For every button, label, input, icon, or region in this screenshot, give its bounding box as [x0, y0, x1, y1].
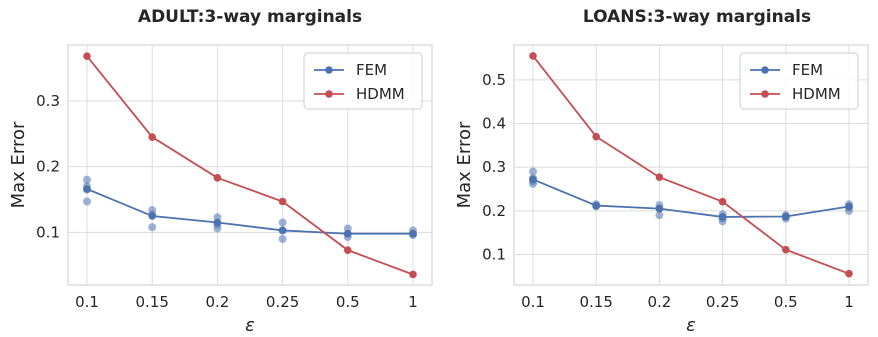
- x-tick-label: 0.2: [647, 293, 671, 311]
- x-tick-label: 1: [844, 293, 854, 311]
- legend-marker: [325, 66, 333, 74]
- x-tick-label: 0.5: [336, 293, 360, 311]
- y-tick-label: 0.3: [36, 92, 60, 110]
- y-tick-label: 0.2: [482, 202, 506, 220]
- x-tick-label: 1: [408, 293, 418, 311]
- series-marker-fem: [782, 212, 790, 221]
- scatter-point: [83, 197, 91, 206]
- legend-marker: [761, 90, 769, 98]
- scatter-point: [278, 218, 287, 227]
- series-marker-hdmm: [782, 245, 790, 254]
- legend-label: FEM: [792, 61, 823, 79]
- series-marker-hdmm: [529, 52, 537, 60]
- x-tick-label: 0.1: [521, 293, 545, 311]
- y-tick-label: 0.1: [36, 223, 60, 241]
- scatter-point: [529, 167, 537, 176]
- scatter-point: [278, 234, 287, 243]
- legend: FEM HDMM: [739, 52, 859, 110]
- legend-label: HDMM: [356, 85, 405, 103]
- series-marker-hdmm: [83, 52, 91, 60]
- x-tick-label: 0.25: [706, 293, 739, 311]
- legend-marker: [761, 66, 769, 74]
- chart-title: LOANS:3-way marginals: [583, 7, 811, 27]
- series-marker-hdmm: [278, 197, 287, 206]
- legend-box: [739, 52, 859, 110]
- series-marker-fem: [213, 218, 222, 227]
- x-axis-label: ε: [245, 315, 255, 336]
- legend: FEM HDMM: [303, 52, 423, 110]
- series-marker-hdmm: [213, 174, 222, 182]
- x-tick-label: 0.25: [266, 293, 299, 311]
- chart-title: ADULT:3-way marginals: [138, 7, 362, 27]
- scatter-point: [213, 224, 222, 233]
- series-marker-hdmm: [409, 270, 417, 279]
- chart-panel-1: ADULT:3-way marginals 0.1 0.15 0.2 0.25 0.5 1 0…: [8, 7, 433, 336]
- series-marker-fem: [83, 185, 91, 193]
- series-line-fem: [532, 178, 850, 218]
- series-marker-fem: [845, 202, 853, 211]
- x-tick-label: 0.15: [135, 293, 168, 311]
- scatter-point: [83, 175, 91, 184]
- series-marker-fem: [344, 229, 352, 238]
- legend-box: [303, 52, 423, 110]
- y-tick-label: 0.4: [482, 115, 506, 133]
- series-marker-hdmm: [592, 132, 600, 141]
- x-axis-label: ε: [686, 315, 696, 336]
- series-marker-hdmm: [845, 269, 853, 278]
- series-marker-fem: [409, 229, 417, 238]
- x-tick-label: 0.2: [205, 293, 229, 311]
- y-tick-label: 0.3: [482, 158, 506, 176]
- series-marker-hdmm: [148, 133, 156, 141]
- y-tick-label: 0.5: [482, 71, 506, 89]
- series-marker-fem: [718, 213, 727, 221]
- scatter-point: [148, 223, 157, 232]
- series-marker-hdmm: [655, 173, 664, 182]
- series-marker-hdmm: [344, 246, 352, 254]
- x-tick-label: 0.5: [774, 293, 798, 311]
- series-line-hdmm: [86, 55, 414, 276]
- series-marker-fem: [148, 212, 156, 220]
- y-tick-label: 0.2: [36, 158, 60, 176]
- legend-marker: [325, 90, 333, 98]
- y-tick-label: 0.1: [482, 245, 506, 263]
- x-tick-label: 0.15: [579, 293, 612, 311]
- series-marker-fem: [655, 204, 664, 213]
- y-axis-label: Max Error: [454, 121, 475, 208]
- series-line-hdmm: [532, 55, 850, 275]
- x-tick-label: 0.1: [75, 293, 99, 311]
- chart-panel-2: LOANS:3-way marginals 0.1 0.15 0.2 0.25 0.5 1 0…: [454, 7, 869, 336]
- y-axis-label: Max Error: [8, 121, 29, 208]
- scatter-point: [655, 211, 664, 220]
- legend-label: HDMM: [792, 85, 841, 103]
- series-marker-fem: [592, 201, 600, 210]
- series-marker-hdmm: [718, 197, 727, 206]
- scatter-point: [213, 213, 222, 222]
- series-marker-fem: [529, 175, 537, 184]
- series-line-fem: [86, 188, 413, 235]
- legend-label: FEM: [356, 61, 387, 79]
- series-marker-fem: [278, 226, 287, 235]
